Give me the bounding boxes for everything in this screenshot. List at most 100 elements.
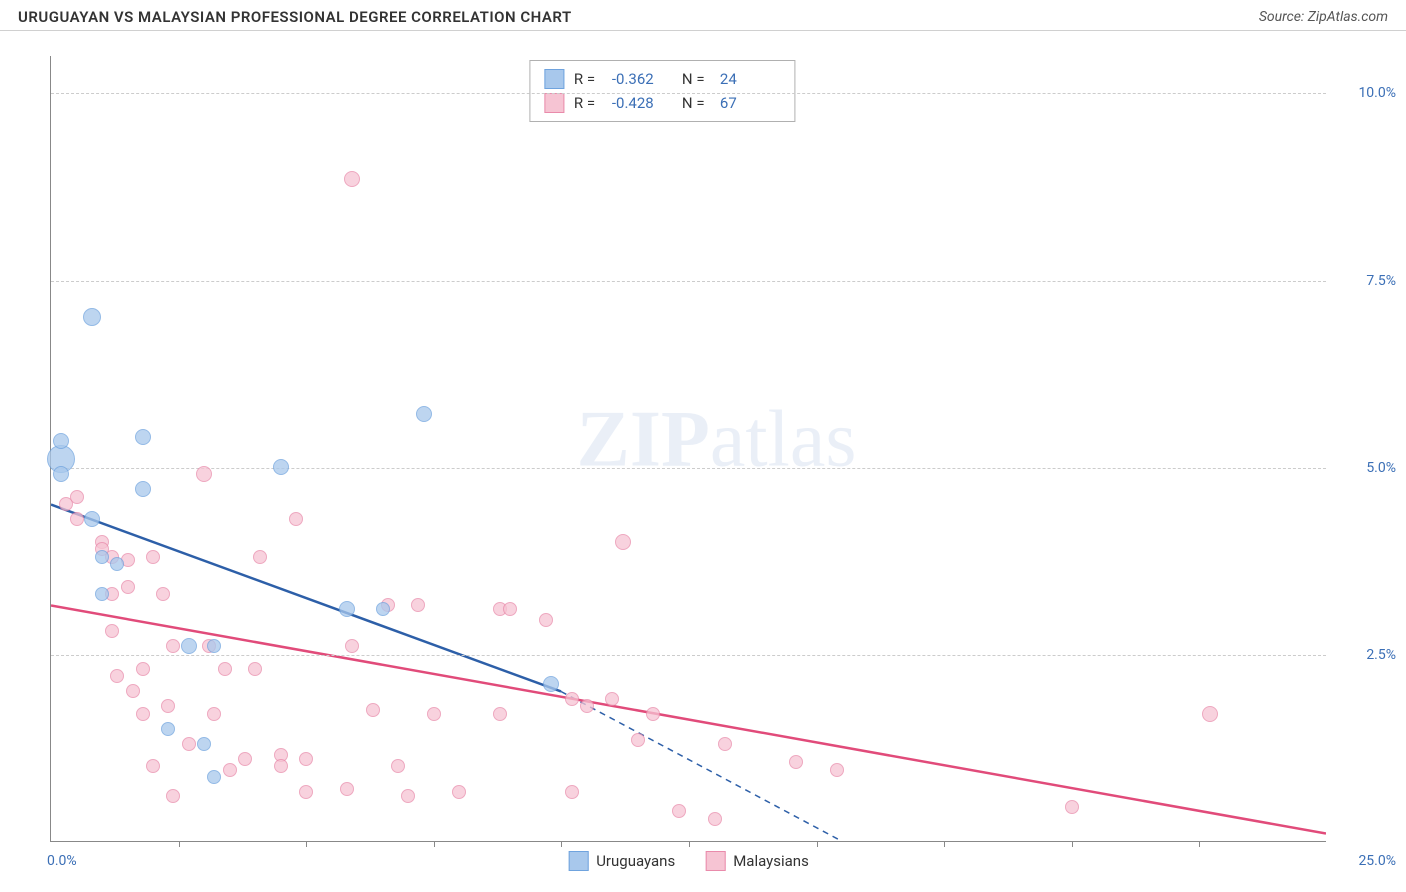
y-tick-label: 5.0% <box>1336 460 1396 476</box>
chart-area: Professional Degree ZIPatlas R =-0.362N … <box>0 38 1406 892</box>
r-value: -0.362 <box>612 67 672 91</box>
data-point <box>197 737 211 751</box>
series-legend: Uruguayans Malaysians <box>568 851 809 871</box>
x-tick <box>1072 841 1073 847</box>
data-point <box>543 676 559 692</box>
data-point <box>156 587 170 601</box>
data-point <box>238 752 252 766</box>
legend-item: Malaysians <box>705 851 809 871</box>
x-tick <box>179 841 180 847</box>
data-point <box>181 638 197 654</box>
data-point <box>339 601 355 617</box>
legend-stat-row: R = -0.362 N = 24 <box>544 67 780 91</box>
data-point <box>105 624 119 638</box>
x-tick <box>434 841 435 847</box>
watermark: ZIPatlas <box>577 394 857 485</box>
chart-title: URUGUAYAN VS MALAYSIAN PROFESSIONAL DEGR… <box>18 8 572 26</box>
data-point <box>218 662 232 676</box>
chart-source: Source: ZipAtlas.com <box>1259 9 1388 25</box>
x-tick <box>306 841 307 847</box>
data-point <box>95 587 109 601</box>
x-tick <box>817 841 818 847</box>
data-point <box>53 433 69 449</box>
chart-header: URUGUAYAN VS MALAYSIAN PROFESSIONAL DEGR… <box>0 0 1406 31</box>
y-tick-label: 7.5% <box>1336 273 1396 289</box>
data-point <box>70 490 84 504</box>
x-tick <box>689 841 690 847</box>
data-point <box>299 785 313 799</box>
data-point <box>146 550 160 564</box>
correlation-legend: R =-0.362N =24R =-0.428N =67 <box>529 60 795 122</box>
data-point <box>273 459 289 475</box>
data-point <box>161 699 175 713</box>
data-point <box>672 804 686 818</box>
data-point <box>344 171 360 187</box>
data-point <box>708 812 722 826</box>
r-label: R = <box>574 91 602 115</box>
data-point <box>345 639 359 653</box>
data-point <box>411 598 425 612</box>
legend-item: Uruguayans <box>568 851 675 871</box>
r-label: R = <box>574 67 602 91</box>
gridline <box>51 93 1326 94</box>
data-point <box>196 466 212 482</box>
legend-swatch <box>568 851 588 871</box>
x-axis-max: 25.0% <box>1358 853 1396 869</box>
legend-swatch <box>544 69 564 89</box>
data-point <box>84 511 100 527</box>
data-point <box>565 785 579 799</box>
data-point <box>631 733 645 747</box>
data-point <box>289 512 303 526</box>
data-point <box>53 466 69 482</box>
x-tick <box>561 841 562 847</box>
data-point <box>166 639 180 653</box>
data-point <box>110 557 124 571</box>
data-point <box>401 789 415 803</box>
legend-stat-row: R =-0.428N =67 <box>544 91 780 115</box>
data-point <box>452 785 466 799</box>
data-point <box>376 602 390 616</box>
data-point <box>830 763 844 777</box>
n-value: 24 <box>720 67 780 91</box>
scatter-plot: ZIPatlas R =-0.362N =24R =-0.428N =67 0.… <box>50 56 1326 842</box>
data-point <box>539 613 553 627</box>
x-axis-min: 0.0% <box>47 853 77 869</box>
data-point <box>126 684 140 698</box>
y-tick-label: 2.5% <box>1336 647 1396 663</box>
data-point <box>207 639 221 653</box>
r-value: -0.428 <box>612 91 672 115</box>
x-tick <box>944 841 945 847</box>
data-point <box>136 707 150 721</box>
data-point <box>274 759 288 773</box>
data-point <box>391 759 405 773</box>
data-point <box>1065 800 1079 814</box>
data-point <box>340 782 354 796</box>
legend-swatch <box>544 93 564 113</box>
data-point <box>161 722 175 736</box>
trend-lines <box>51 56 1326 841</box>
data-point <box>580 699 594 713</box>
data-point <box>615 534 631 550</box>
n-label: N = <box>682 67 710 91</box>
gridline <box>51 468 1326 469</box>
data-point <box>416 406 432 422</box>
legend-label: Uruguayans <box>596 852 675 870</box>
data-point <box>493 707 507 721</box>
data-point <box>182 737 196 751</box>
data-point <box>427 707 441 721</box>
gridline <box>51 655 1326 656</box>
data-point <box>207 770 221 784</box>
data-point <box>110 669 124 683</box>
data-point <box>121 580 135 594</box>
gridline <box>51 281 1326 282</box>
data-point <box>299 752 313 766</box>
data-point <box>136 662 150 676</box>
data-point <box>605 692 619 706</box>
data-point <box>83 308 101 326</box>
data-point <box>565 692 579 706</box>
x-tick <box>1199 841 1200 847</box>
data-point <box>223 763 237 777</box>
data-point <box>135 429 151 445</box>
data-point <box>366 703 380 717</box>
data-point <box>70 512 84 526</box>
